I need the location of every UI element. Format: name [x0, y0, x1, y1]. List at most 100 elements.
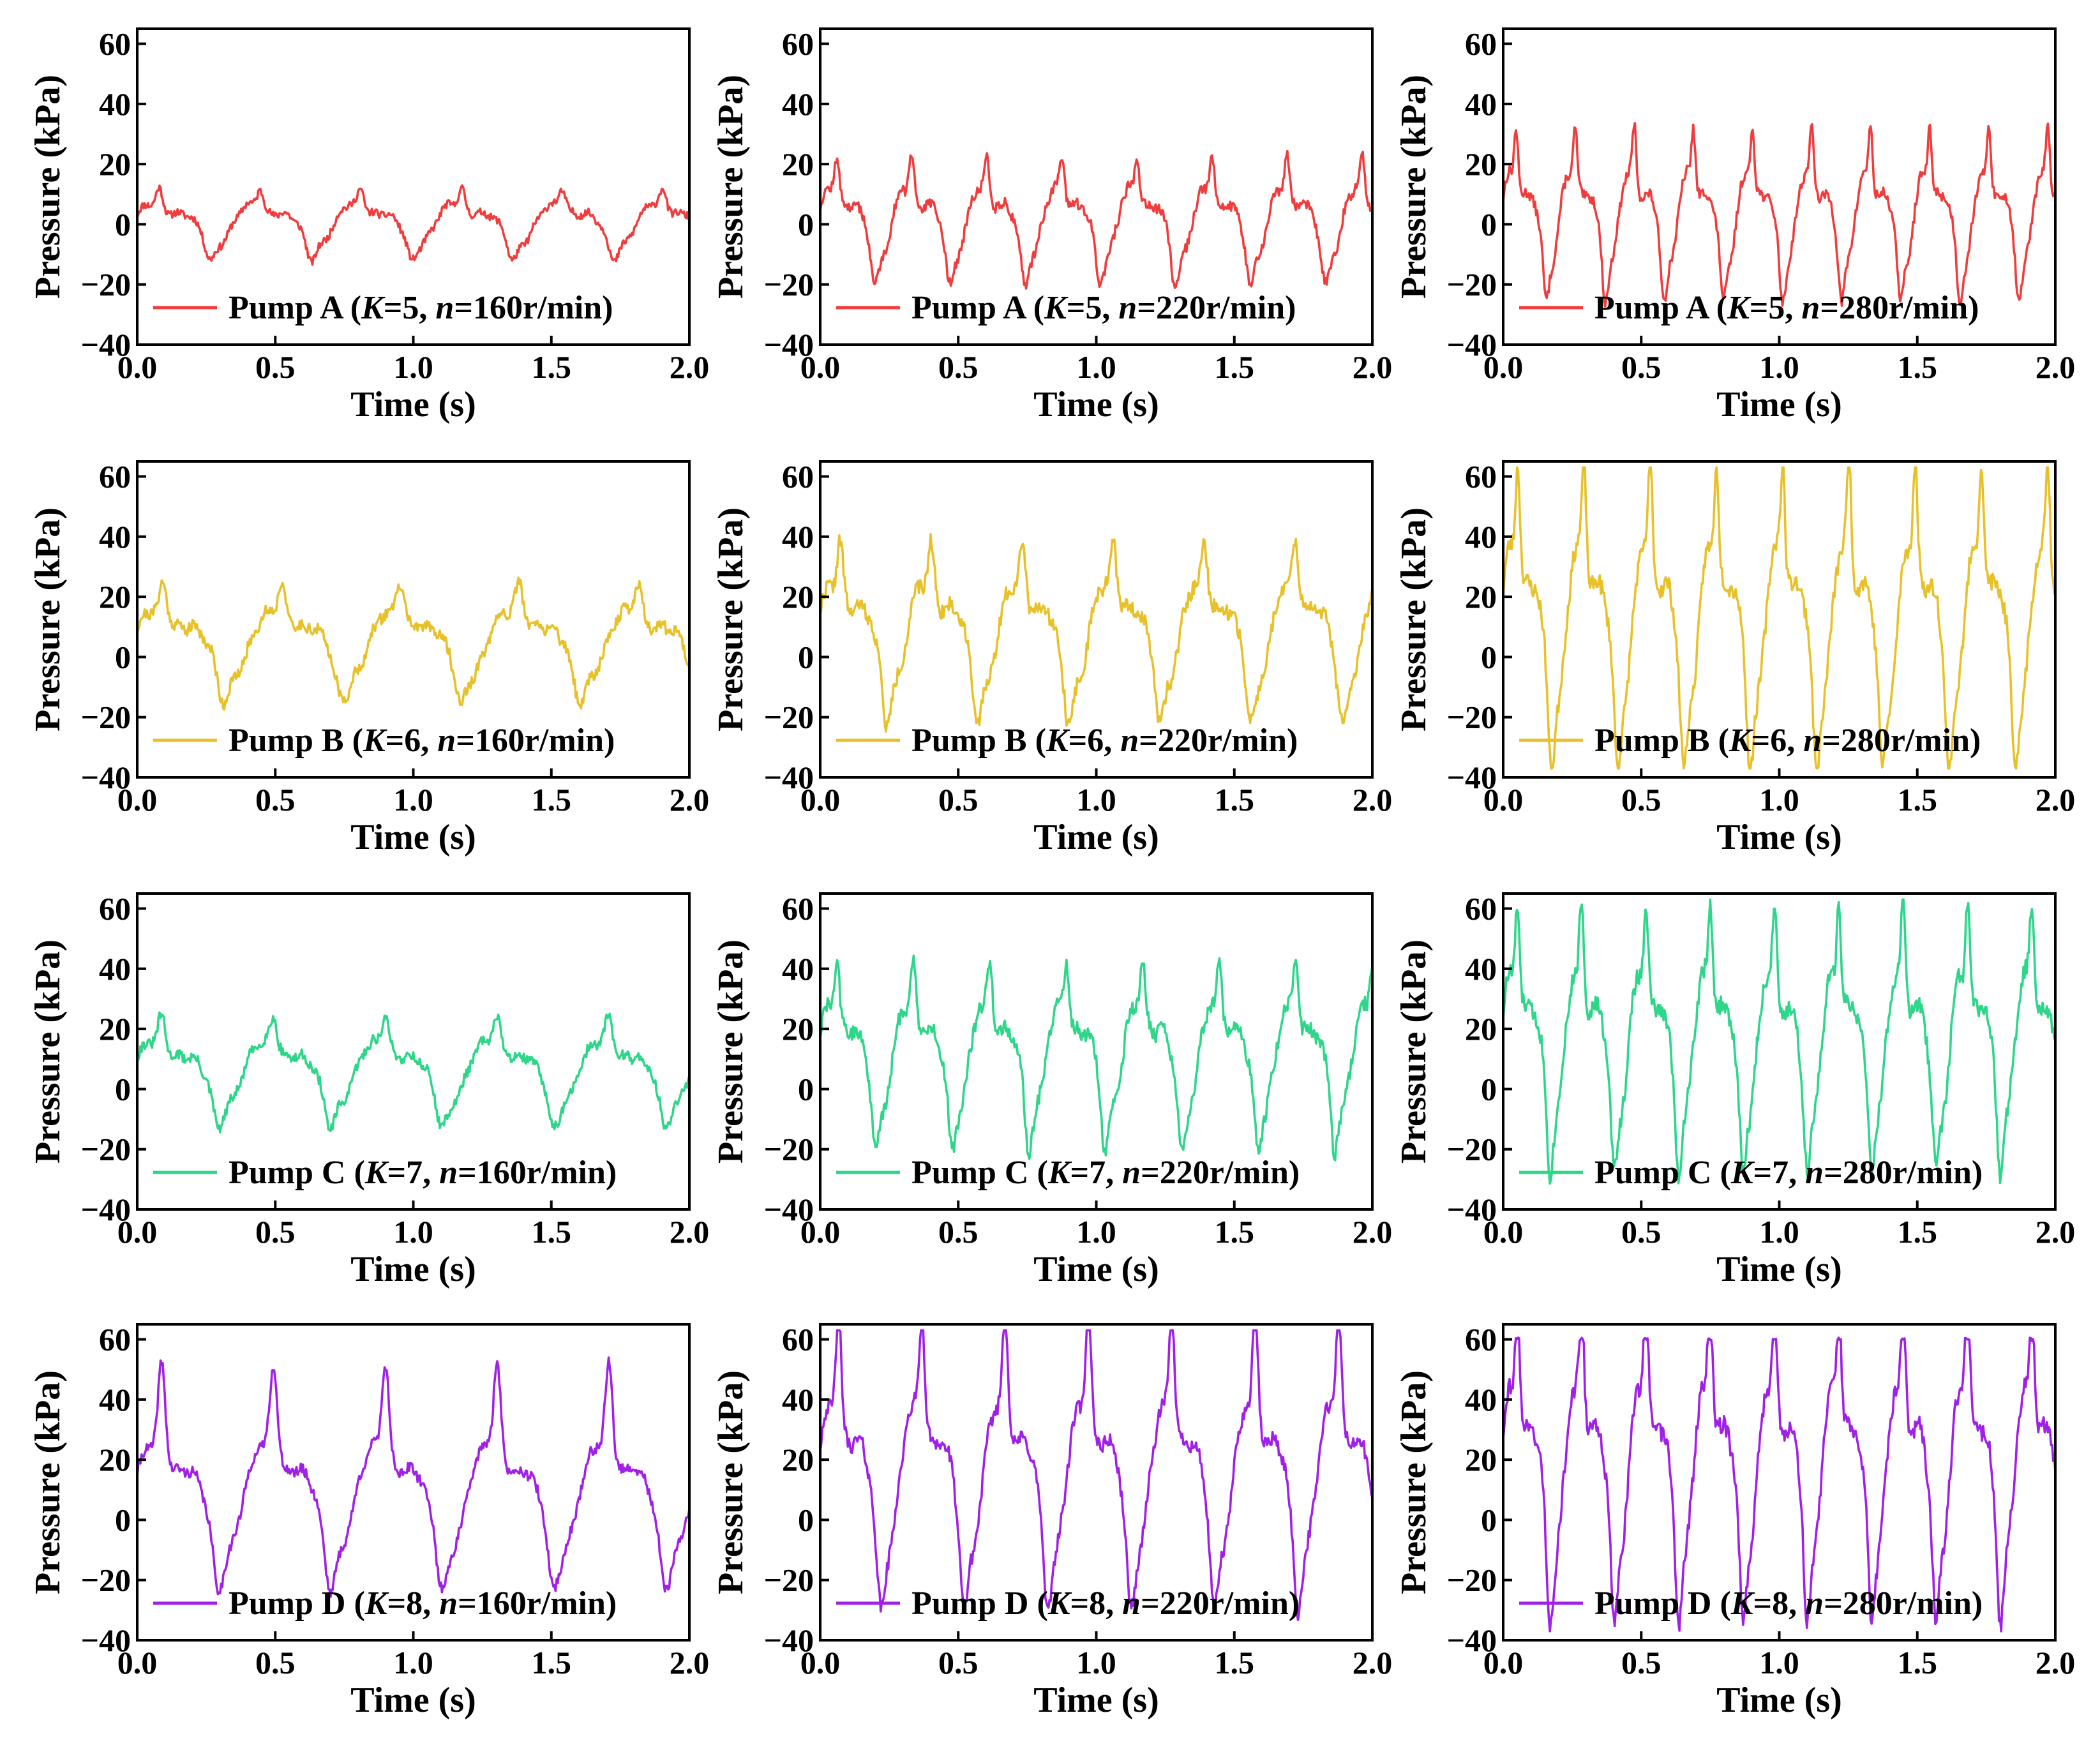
y-tick-label: 20: [1465, 1442, 1497, 1477]
legend-label: Pump D (K=8, n=160r/min): [229, 1585, 617, 1622]
y-tick-label: 20: [782, 579, 814, 615]
legend-part-paren: (: [1025, 290, 1044, 326]
legend-label: Pump B (K=6, n=160r/min): [229, 722, 615, 759]
legend-part-k_val: =7,: [1070, 1155, 1123, 1191]
legend-part-n_var: n: [1803, 722, 1822, 759]
x-tick-label: 0.0: [1483, 782, 1524, 818]
legend-part-close: ): [1968, 290, 1979, 326]
legend-part-pump: Pump B: [229, 722, 344, 759]
y-tick-label: −40: [1447, 1192, 1497, 1227]
x-tick-label: 1.5: [1215, 1214, 1255, 1250]
y-tick-label: 0: [1481, 1502, 1497, 1537]
x-tick-label: 0.0: [1483, 349, 1524, 385]
y-tick-label: 60: [782, 26, 814, 62]
y-tick-label: −20: [81, 267, 131, 303]
x-tick-label: 0.5: [938, 1214, 979, 1250]
y-tick-label: −40: [1447, 327, 1497, 363]
legend-part-k_var: K: [1046, 722, 1070, 759]
legend-part-close: ): [606, 1585, 617, 1622]
x-tick-label: 1.0: [1759, 1214, 1799, 1250]
x-axis-label: Time (s): [350, 1680, 476, 1720]
y-tick-label: −20: [1447, 267, 1497, 303]
legend-label: Pump C (K=7, n=220r/min): [911, 1155, 1300, 1191]
y-tick-label: −40: [81, 1622, 131, 1658]
x-tick-label: 0.5: [1621, 349, 1661, 385]
legend-part-k_var: K: [1044, 290, 1069, 326]
legend-part-k_val: =6,: [1751, 722, 1804, 759]
series-line-A220: [819, 149, 1374, 290]
y-tick-label: −40: [81, 759, 131, 795]
x-tick-label: 0.5: [1621, 1214, 1661, 1250]
x-tick-label: 2.0: [670, 1645, 710, 1680]
y-axis-label: Pressure (kPa): [28, 75, 68, 299]
y-tick-label: 0: [798, 206, 814, 242]
x-tick-label: 1.5: [1898, 782, 1938, 818]
y-tick-label: 0: [115, 1071, 131, 1107]
y-tick-label: −40: [81, 1192, 131, 1227]
legend-part-k_val: =7,: [387, 1155, 440, 1191]
legend-part-pump: Pump D: [1594, 1585, 1711, 1622]
x-tick-label: 1.5: [1215, 1645, 1255, 1680]
legend-part-k_val: =6,: [1069, 722, 1121, 759]
legend-part-close: ): [1970, 722, 1981, 759]
legend-part-n_val: =220r/min: [1139, 722, 1287, 759]
x-tick-label: 0.5: [255, 782, 296, 818]
y-tick-label: 0: [798, 1502, 814, 1537]
x-tick-label: 0.0: [1483, 1214, 1524, 1250]
x-tick-label: 1.0: [393, 1645, 433, 1680]
y-tick-label: 40: [1465, 519, 1497, 555]
y-tick-label: 60: [1465, 26, 1497, 62]
x-tick-label: 1.0: [1759, 349, 1799, 385]
y-tick-label: −20: [81, 1132, 131, 1167]
legend-part-n_val: =280r/min: [1822, 722, 1970, 759]
legend-part-k_val: =5,: [1067, 290, 1119, 326]
legend-part-n_val: =220r/min: [1137, 290, 1285, 326]
x-tick-label: 0.0: [800, 782, 841, 818]
chart-panel-D220: Pump D (K=8, n=220r/min) 0.0 0.5 1.0 1.5 2.0 −…: [711, 1322, 1392, 1720]
legend-part-k_val: =7,: [1753, 1155, 1806, 1191]
x-tick-label: 0.0: [117, 782, 158, 818]
y-tick-label: 60: [99, 459, 131, 495]
y-axis-label: Pressure (kPa): [28, 939, 68, 1163]
legend-part-n_val: =160r/min: [454, 290, 602, 326]
chart-panel-A280: Pump A (K=5, n=280r/min) 0.0 0.5 1.0 1.5 2.0 −…: [1394, 26, 2075, 424]
x-axis-label: Time (s): [1716, 385, 1842, 424]
y-axis-label: Pressure (kPa): [1394, 507, 1434, 731]
y-tick-label: −20: [1447, 1132, 1497, 1167]
y-tick-label: 60: [99, 891, 131, 927]
y-axis-label: Pressure (kPa): [711, 1370, 751, 1594]
legend-label: Pump D (K=8, n=280r/min): [1594, 1585, 1983, 1622]
x-tick-label: 1.5: [532, 349, 572, 385]
x-axis-label: Time (s): [1033, 1680, 1159, 1720]
y-tick-label: 40: [99, 1382, 131, 1418]
x-tick-label: 1.0: [1076, 1214, 1116, 1250]
legend-part-n_var: n: [1118, 290, 1137, 326]
x-tick-label: 0.0: [800, 1214, 841, 1250]
y-axis-label: Pressure (kPa): [711, 75, 751, 299]
legend-part-paren: (: [345, 1155, 364, 1191]
x-tick-label: 1.0: [393, 1214, 433, 1250]
legend-part-pump: Pump B: [911, 722, 1027, 759]
chart-panel-C160: Pump C (K=7, n=160r/min) 0.0 0.5 1.0 1.5 2.0 −…: [28, 891, 709, 1289]
y-tick-label: 20: [782, 1011, 814, 1047]
x-tick-label: 1.5: [1898, 1645, 1938, 1680]
legend-part-close: ): [1289, 1585, 1300, 1622]
x-tick-label: 2.0: [2036, 782, 2076, 818]
y-tick-label: −20: [764, 1562, 814, 1598]
x-axis-label: Time (s): [350, 1250, 476, 1289]
chart-panel-B280: Pump B (K=6, n=280r/min) 0.0 0.5 1.0 1.5 2.0 −…: [1394, 459, 2075, 857]
chart-panel-C220: Pump C (K=7, n=220r/min) 0.0 0.5 1.0 1.5 2.0 −…: [711, 891, 1392, 1289]
legend-label: Pump D (K=8, n=220r/min): [911, 1585, 1300, 1622]
legend-part-n_var: n: [1801, 290, 1820, 326]
x-tick-label: 1.0: [393, 782, 433, 818]
series-line-B280: [1502, 466, 2057, 770]
legend-part-paren: (: [1711, 1585, 1730, 1622]
legend-part-k_val: =5,: [384, 290, 436, 326]
x-axis-label: Time (s): [350, 818, 476, 857]
legend-label: Pump C (K=7, n=280r/min): [1594, 1155, 1983, 1191]
x-tick-label: 1.0: [1076, 782, 1116, 818]
legend-part-close: ): [602, 290, 613, 326]
x-tick-label: 2.0: [670, 1214, 710, 1250]
